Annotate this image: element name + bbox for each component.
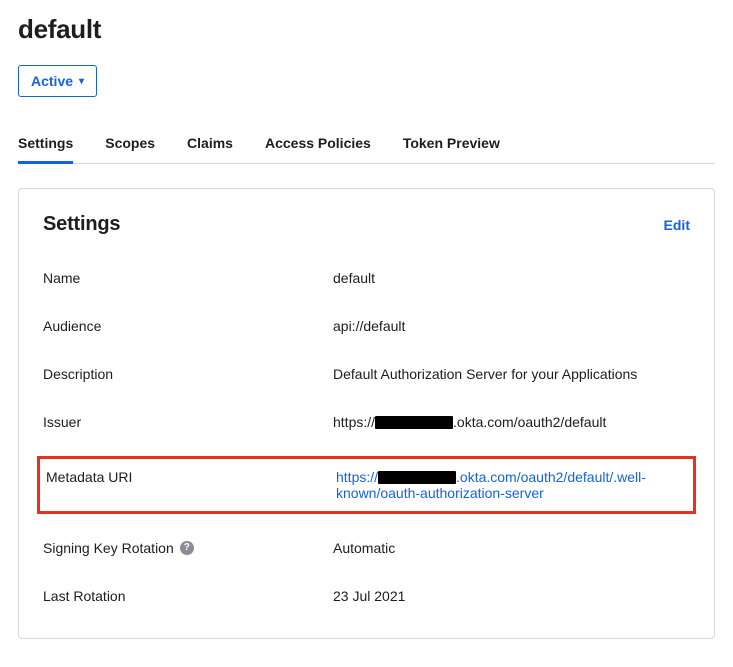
row-description: Description Default Authorization Server… — [43, 360, 690, 388]
row-name: Name default — [43, 264, 690, 292]
row-signing-key-rotation: Signing Key Rotation ? Automatic — [43, 534, 690, 562]
issuer-prefix: https:// — [333, 414, 375, 430]
metadata-prefix: https:// — [336, 469, 378, 485]
label-audience: Audience — [43, 318, 333, 334]
row-last-rotation: Last Rotation 23 Jul 2021 — [43, 582, 690, 610]
state-dropdown-button[interactable]: Active ▾ — [18, 65, 97, 97]
row-metadata-uri: Metadata URI https://.okta.com/oauth2/de… — [37, 456, 696, 514]
label-signing-text: Signing Key Rotation — [43, 540, 174, 556]
redacted-block — [378, 471, 456, 484]
tab-settings[interactable]: Settings — [18, 125, 73, 163]
value-name: default — [333, 270, 690, 286]
label-signing-key-rotation: Signing Key Rotation ? — [43, 540, 333, 556]
tab-token-preview[interactable]: Token Preview — [403, 125, 500, 163]
tab-claims[interactable]: Claims — [187, 125, 233, 163]
value-signing-key-rotation: Automatic — [333, 540, 690, 556]
panel-title: Settings — [43, 213, 120, 236]
chevron-down-icon: ▾ — [79, 76, 84, 87]
settings-panel: Settings Edit Name default Audience api:… — [18, 188, 715, 639]
value-audience: api://default — [333, 318, 690, 334]
tab-access-policies[interactable]: Access Policies — [265, 125, 371, 163]
row-issuer: Issuer https:// .okta.com/oauth2/default — [43, 408, 690, 436]
row-audience: Audience api://default — [43, 312, 690, 340]
redacted-block — [375, 416, 453, 429]
value-last-rotation: 23 Jul 2021 — [333, 588, 690, 604]
label-last-rotation: Last Rotation — [43, 588, 333, 604]
tab-bar: Settings Scopes Claims Access Policies T… — [18, 125, 715, 164]
panel-header: Settings Edit — [43, 213, 690, 236]
label-issuer: Issuer — [43, 414, 333, 430]
page-title: default — [18, 14, 715, 45]
edit-button[interactable]: Edit — [664, 217, 690, 233]
label-description: Description — [43, 366, 333, 382]
state-label: Active — [31, 73, 73, 89]
label-metadata-uri: Metadata URI — [46, 469, 336, 485]
value-metadata-uri[interactable]: https://.okta.com/oauth2/default/.well-k… — [336, 469, 687, 501]
value-description: Default Authorization Server for your Ap… — [333, 366, 690, 382]
tab-scopes[interactable]: Scopes — [105, 125, 155, 163]
issuer-suffix: .okta.com/oauth2/default — [453, 414, 606, 430]
label-name: Name — [43, 270, 333, 286]
info-icon[interactable]: ? — [180, 541, 194, 555]
value-issuer: https:// .okta.com/oauth2/default — [333, 414, 690, 430]
